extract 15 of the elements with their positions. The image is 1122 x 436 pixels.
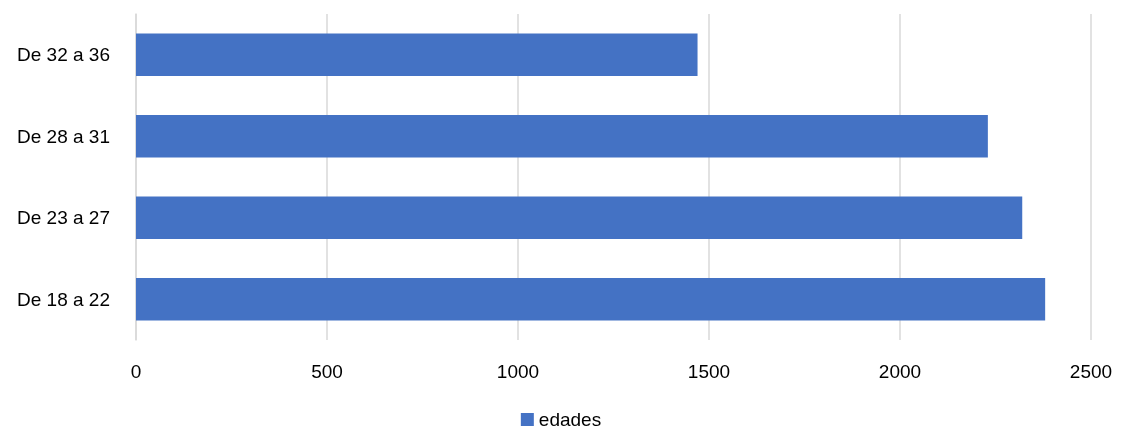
legend-label: edades [538,409,602,430]
bar [136,33,698,76]
bar [136,196,1023,239]
y-tick-label: De 23 a 27 [17,207,110,229]
bar [136,115,988,158]
y-tick-label: De 28 a 31 [17,125,110,147]
x-tick-label: 1000 [496,361,540,382]
y-tick-label: De 18 a 22 [17,288,110,310]
x-tick-label: 2500 [1069,361,1113,382]
x-tick-label: 500 [311,361,343,382]
x-tick-label: 2000 [878,361,922,382]
bar [136,278,1046,321]
x-tick-label: 1500 [687,361,731,382]
y-tick-label: De 32 a 36 [17,44,110,66]
x-tick-label: 0 [130,361,142,382]
